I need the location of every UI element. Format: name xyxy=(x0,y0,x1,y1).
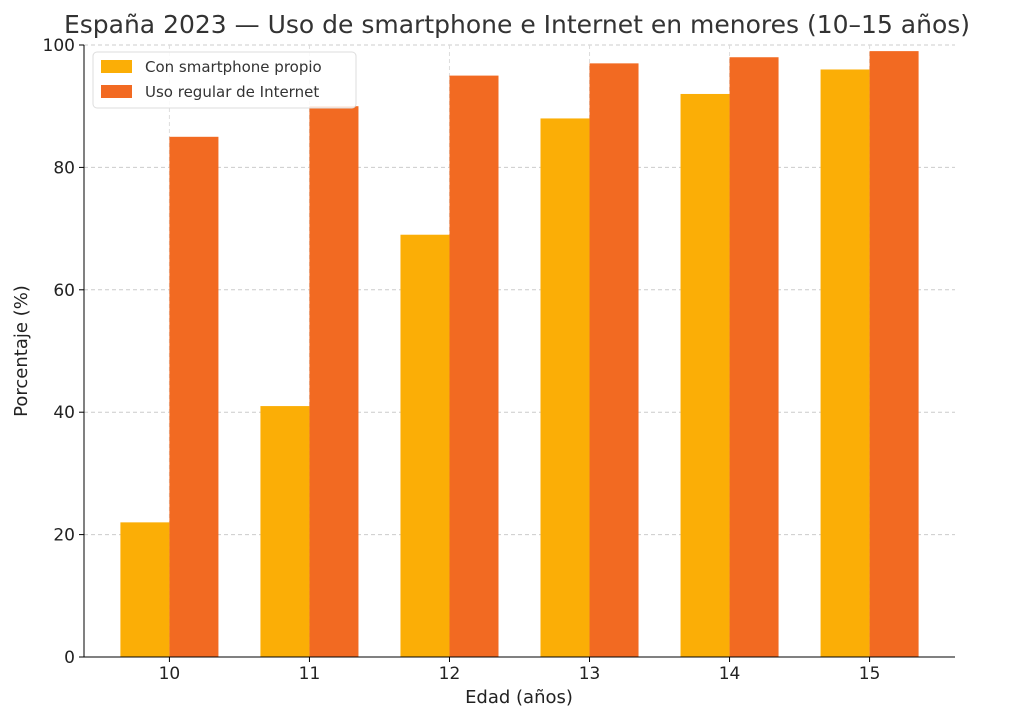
x-tick-label: 14 xyxy=(719,664,741,684)
bar-series-2-14 xyxy=(729,57,779,658)
chart-title: España 2023 — Uso de smartphone e Intern… xyxy=(64,10,970,39)
legend: Con smartphone propio Uso regular de Inte… xyxy=(92,51,357,109)
bar-series-2-13 xyxy=(589,63,639,658)
bar-series-2-15 xyxy=(869,51,919,658)
bars-group xyxy=(120,51,919,658)
x-tick-label: 10 xyxy=(159,664,181,684)
y-tick-label: 40 xyxy=(53,403,75,423)
bar-series-1-13 xyxy=(540,118,590,657)
legend-swatch-1 xyxy=(101,60,132,73)
x-tick-labels: 10 11 12 13 14 15 xyxy=(159,664,881,684)
y-tick-label: 0 xyxy=(64,648,75,668)
axes xyxy=(79,44,955,662)
x-tick-label: 13 xyxy=(579,664,601,684)
y-tick-labels: 0 20 40 60 80 100 xyxy=(43,36,75,668)
x-tick-label: 15 xyxy=(859,664,881,684)
y-tick-label: 100 xyxy=(43,36,75,56)
bar-series-1-15 xyxy=(820,69,870,658)
bar-series-1-11 xyxy=(260,406,310,657)
bar-series-2-11 xyxy=(309,106,359,657)
x-tick-label: 12 xyxy=(439,664,461,684)
legend-swatch-2 xyxy=(101,85,132,98)
x-axis-label: Edad (años) xyxy=(465,687,573,708)
legend-box xyxy=(92,51,357,109)
x-tick-label: 11 xyxy=(299,664,321,684)
bar-series-2-10 xyxy=(169,136,219,658)
bar-series-1-12 xyxy=(400,234,450,657)
legend-label-1: Con smartphone propio xyxy=(145,58,322,76)
bar-series-1-14 xyxy=(680,93,730,657)
legend-label-2: Uso regular de Internet xyxy=(145,83,319,101)
bar-series-1-10 xyxy=(120,522,170,657)
y-tick-label: 20 xyxy=(53,526,75,546)
bar-series-2-12 xyxy=(449,75,499,658)
y-tick-label: 60 xyxy=(53,281,75,301)
y-tick-label: 80 xyxy=(53,158,75,178)
y-axis-label: Porcentaje (%) xyxy=(11,285,32,417)
